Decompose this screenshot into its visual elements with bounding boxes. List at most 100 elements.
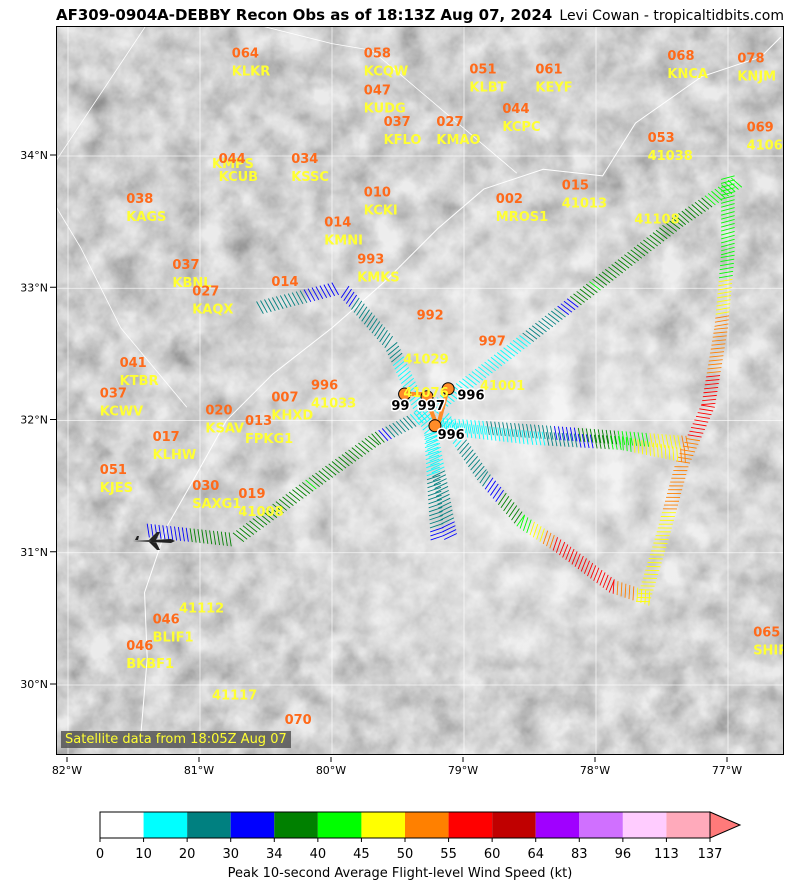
station-ob: 41117 — [212, 689, 257, 704]
wind-barb — [441, 416, 452, 428]
station-ob: 41029 — [403, 353, 448, 368]
wind-barb — [526, 519, 532, 534]
wind-barb — [592, 278, 604, 289]
wind-barb — [428, 450, 442, 458]
wind-barb — [426, 466, 440, 473]
wind-barb — [461, 423, 465, 438]
wind-barb — [589, 281, 601, 291]
wind-barb — [457, 422, 461, 437]
wind-barb — [599, 572, 606, 586]
wind-barb — [529, 521, 535, 536]
colorbar-segment — [361, 812, 405, 838]
station-ob: 064 KLKR — [232, 46, 270, 79]
wind-barb — [579, 288, 592, 298]
station-id: KMNI — [324, 234, 363, 249]
wind-barb — [522, 423, 526, 438]
wind-barb — [487, 480, 497, 493]
wind-barb — [351, 447, 363, 457]
station-id: KEYF — [535, 80, 572, 95]
aircraft-icon — [133, 532, 175, 550]
wind-barb — [530, 424, 534, 439]
wind-barb — [424, 438, 439, 444]
wind-barb — [166, 525, 170, 540]
wind-barb — [609, 435, 614, 450]
latitude-axis: 34°N 33°N 32°N 31°N 30°N — [20, 149, 56, 691]
credit-text: Levi Cowan - tropicaltidbits.com — [559, 8, 784, 24]
wind-barb — [560, 303, 573, 313]
colorbar-tick-label: 55 — [440, 847, 457, 862]
wind-barb — [681, 210, 693, 221]
station-id: KCWV — [100, 404, 143, 419]
wind-barb — [687, 434, 702, 438]
wind-barb — [576, 291, 589, 301]
wind-barb — [331, 461, 344, 471]
flight-track-wind-barbs — [146, 175, 743, 606]
station-pressure: 068 — [667, 49, 694, 64]
station-id: KLBT — [469, 80, 506, 95]
wind-barb — [562, 544, 569, 558]
wind-barb — [720, 207, 735, 212]
wind-barb — [553, 426, 558, 440]
wind-barb — [463, 449, 474, 461]
wind-barb — [533, 431, 538, 446]
wind-barb — [656, 443, 659, 458]
wind-barb — [720, 187, 735, 192]
station-ob: 992 — [417, 308, 444, 323]
wind-barb — [617, 436, 622, 450]
wind-barb — [481, 364, 493, 374]
wind-barb — [573, 293, 585, 303]
wind-barb — [720, 250, 735, 256]
wind-barb — [608, 266, 620, 276]
flight-pressure-markers: 997 996 996 99 — [390, 382, 486, 445]
station-id: KNCA — [667, 67, 708, 82]
wind-barb — [461, 446, 472, 458]
station-ob: 010 KCKI — [364, 185, 398, 218]
colorbar-segment — [230, 812, 275, 838]
station-id: KSAV — [205, 422, 244, 437]
wind-barb — [582, 286, 595, 296]
station-ob: 044 KCPC — [502, 102, 540, 135]
wind-barb — [256, 301, 264, 314]
wind-barb — [641, 432, 646, 447]
wind-barb — [428, 506, 443, 513]
wind-barb — [487, 359, 500, 369]
lat-lon-grid — [57, 27, 783, 754]
lon-tick-label: 82°W — [52, 764, 82, 777]
wind-barb — [720, 246, 735, 252]
wind-barb — [707, 193, 720, 204]
wind-barb — [571, 551, 578, 565]
wind-barb — [612, 579, 615, 594]
wind-barb — [713, 331, 728, 334]
station-ob: 038 KAGS — [126, 192, 166, 225]
wind-barb — [348, 294, 358, 307]
wind-barb — [671, 217, 684, 227]
wind-barb — [434, 482, 448, 489]
wind-barb — [695, 415, 710, 419]
station-ob: 014 KMNI — [324, 216, 363, 249]
wind-barb — [569, 433, 574, 448]
wind-barb — [563, 300, 576, 311]
station-id: SAXG1 — [192, 497, 241, 512]
wind-barb — [720, 226, 735, 232]
station-pressure: 007 — [271, 390, 298, 405]
station-id: KAGS — [126, 210, 166, 225]
station-pressure: 020 — [205, 404, 232, 419]
station-pressure: 019 — [238, 487, 265, 502]
storm-cloud-shield — [177, 147, 783, 747]
wind-barb — [625, 431, 630, 446]
wind-barb — [315, 472, 327, 483]
wind-barb — [399, 370, 411, 381]
station-ob: 051 KJES — [100, 463, 133, 496]
station-ob: 002 MROS1 — [496, 192, 548, 225]
wind-barb — [553, 432, 558, 447]
wind-barb — [692, 423, 707, 427]
colorbar-tick-label: 113 — [654, 847, 679, 862]
wind-barb — [637, 432, 642, 447]
wind-barb — [719, 266, 734, 271]
wind-barb — [426, 439, 440, 446]
wind-barb — [718, 283, 733, 287]
wind-barb — [402, 377, 415, 388]
wind-barb — [275, 501, 288, 511]
wind-barb — [627, 251, 639, 262]
wind-barb — [601, 435, 606, 450]
